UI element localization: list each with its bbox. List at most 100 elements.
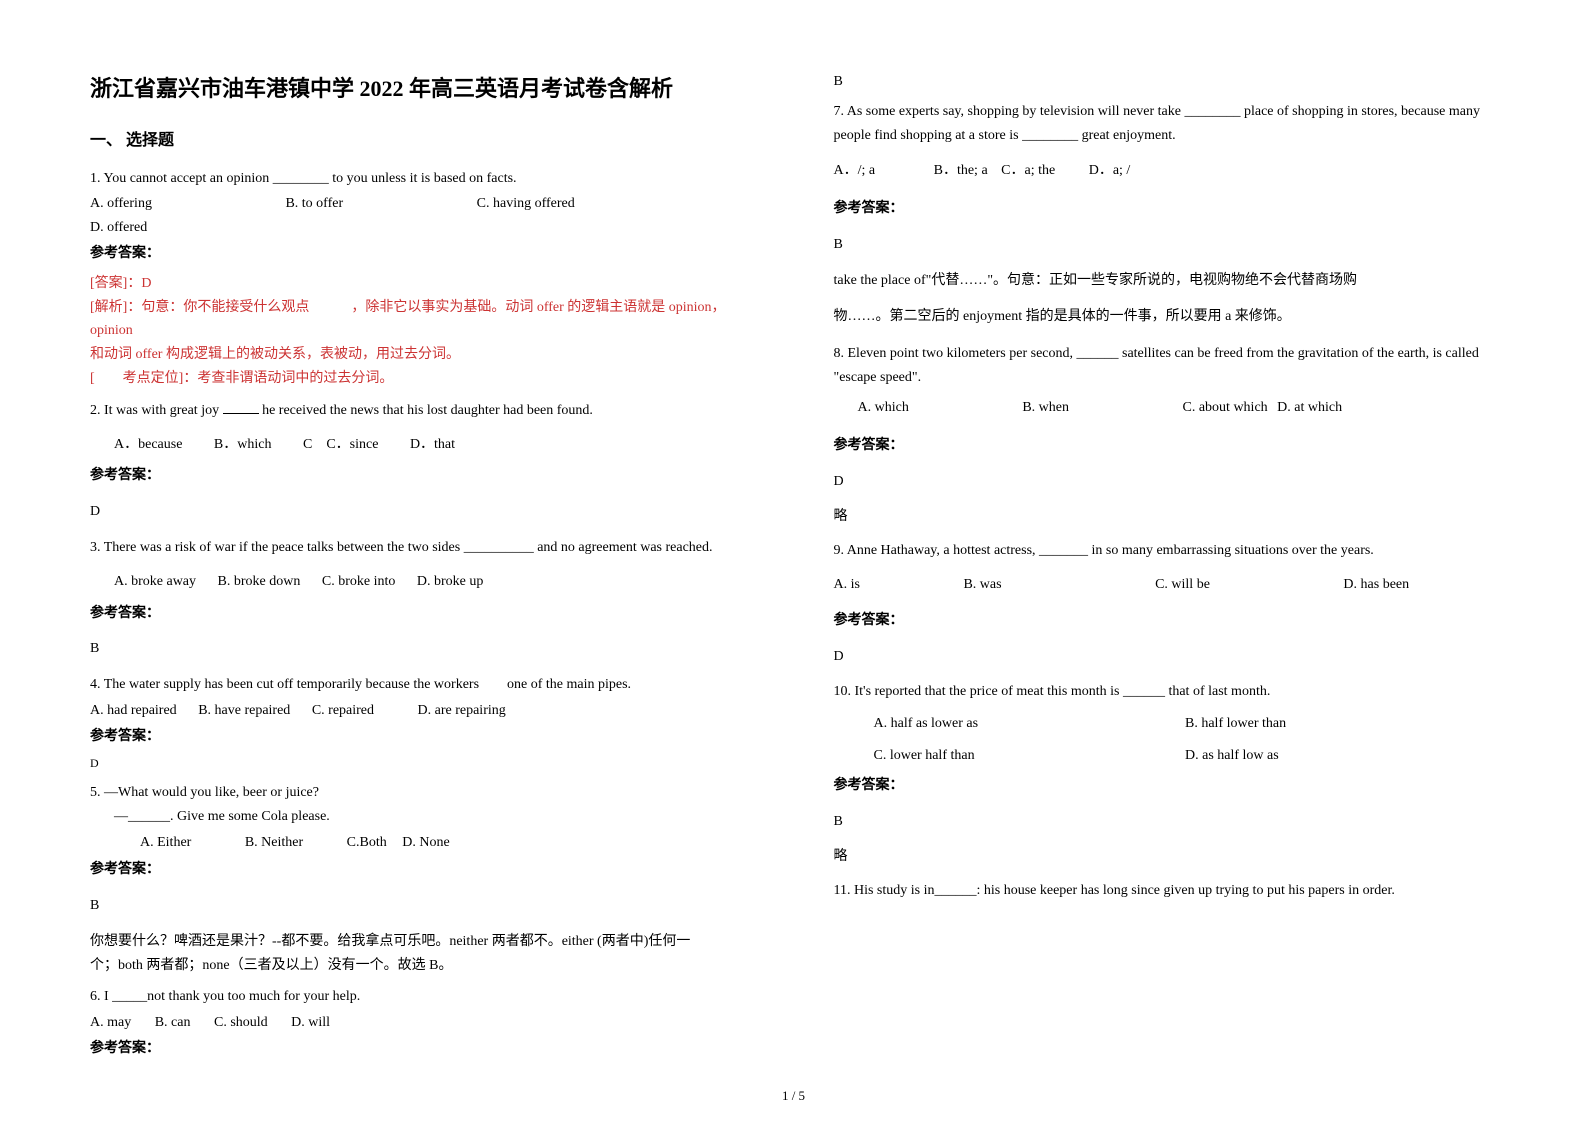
right-column: B 7. As some experts say, shopping by te…: [794, 70, 1498, 1082]
q8-note: 略: [834, 505, 1498, 529]
q6-options: A. may B. can C. should D. will: [90, 1011, 754, 1035]
q10-answer-label: 参考答案：: [834, 774, 1498, 798]
q6-opt-b: B. can: [155, 1011, 191, 1035]
q4-opt-a: A. had repaired: [90, 699, 177, 723]
q10-options-row2: C. lower half than D. as half low as: [834, 744, 1498, 768]
q1-opt-c: C. having offered: [477, 192, 575, 216]
q8-opt-a: A. which: [858, 396, 909, 420]
q4-answer-label: 参考答案：: [90, 725, 754, 749]
q10-text: 10. It's reported that the price of meat…: [834, 680, 1498, 704]
q2-answer-label: 参考答案：: [90, 464, 754, 488]
q8-opt-b: B. when: [1022, 396, 1069, 420]
q4-opt-b: B. have repaired: [198, 699, 290, 723]
q4-options: A. had repaired B. have repaired C. repa…: [90, 699, 754, 723]
q10-options-row1: A. half as lower as B. half lower than: [834, 712, 1498, 736]
question-4: 4. The water supply has been cut off tem…: [90, 673, 754, 773]
q3-opt-a: A. broke away: [114, 570, 196, 594]
q4-text: 4. The water supply has been cut off tem…: [90, 673, 754, 697]
page-root: 浙江省嘉兴市油车港镇中学 2022 年高三英语月考试卷含解析 一、 选择题 1.…: [0, 0, 1587, 1122]
q1-exp-2: 和动词 offer 构成逻辑上的被动关系，表被动，用过去分词。: [90, 343, 754, 367]
q11-text: 11. His study is in______: his house kee…: [834, 879, 1498, 903]
q8-opt-c: C. about which: [1183, 396, 1268, 420]
q5-opt-c: C.Both: [347, 831, 387, 855]
q1-text: 1. You cannot accept an opinion ________…: [90, 167, 754, 191]
q9-options: A. is B. was C. will be D. has been: [834, 573, 1498, 597]
blank: [223, 413, 259, 414]
q2-opt-b: B．which: [214, 433, 272, 457]
q3-answer: B: [90, 637, 754, 661]
q9-answer-label: 参考答案：: [834, 609, 1498, 633]
q7-options: A．/; a B．the; a C．a; the D．a; /: [834, 159, 1498, 183]
q7-text: 7. As some experts say, shopping by tele…: [834, 100, 1498, 148]
q7-opt-d: D．a; /: [1089, 159, 1131, 183]
q2-opt-d: D．that: [410, 433, 455, 457]
q2-opt-c: C C．since: [303, 433, 378, 457]
question-11: 11. His study is in______: his house kee…: [834, 879, 1498, 903]
q4-opt-c: C. repaired: [312, 699, 374, 723]
q3-opt-b: B. broke down: [218, 570, 301, 594]
q2-options: A．because B．which C C．since D．that: [90, 433, 754, 457]
q4-opt-d: D. are repairing: [418, 699, 506, 723]
q5-options: A. Either B. Neither C.Both D. None: [90, 831, 754, 855]
q6-answer-label: 参考答案：: [90, 1037, 754, 1061]
q6-answer: B: [834, 70, 1498, 94]
section-heading: 一、 选择题: [90, 127, 754, 154]
q6-opt-d: D. will: [291, 1011, 330, 1035]
q1-exp-3: [ 考点定位]：考查非谓语动词中的过去分词。: [90, 367, 754, 391]
q3-answer-label: 参考答案：: [90, 602, 754, 626]
question-7: 7. As some experts say, shopping by tele…: [834, 100, 1498, 329]
q7-answer: B: [834, 233, 1498, 257]
q1-opt-a: A. offering: [90, 192, 152, 216]
q6-opt-c: C. should: [214, 1011, 268, 1035]
q10-note: 略: [834, 845, 1498, 869]
q6-text: 6. I _____not thank you too much for you…: [90, 985, 754, 1009]
q5-l1: 5. —What would you like, beer or juice?: [90, 781, 754, 805]
q3-text: 3. There was a risk of war if the peace …: [90, 536, 754, 560]
q2-text-b: he received the news that his lost daugh…: [259, 403, 593, 418]
q5-exp-1: 你想要什么？啤酒还是果汁？--都不要。给我拿点可乐吧。neither 两者都不。…: [90, 930, 754, 954]
q2-answer: D: [90, 500, 754, 524]
question-1: 1. You cannot accept an opinion ________…: [90, 167, 754, 391]
q7-exp-2: 物……。第二空后的 enjoyment 指的是具体的一件事，所以要用 a 来修饰…: [834, 305, 1498, 329]
q8-opt-d: D. at which: [1277, 396, 1342, 420]
q8-answer: D: [834, 470, 1498, 494]
question-9: 9. Anne Hathaway, a hottest actress, ___…: [834, 539, 1498, 668]
q2-text-a: 2. It was with great joy: [90, 403, 223, 418]
q1-exp-1: [解析]：句意：你不能接受什么观点 ，除非它以事实为基础。动词 offer 的逻…: [90, 296, 754, 344]
question-2: 2. It was with great joy he received the…: [90, 399, 754, 524]
question-5: 5. —What would you like, beer or juice? …: [90, 781, 754, 978]
q8-text: 8. Eleven point two kilometers per secon…: [834, 342, 1498, 390]
q7-answer-label: 参考答案：: [834, 197, 1498, 221]
q7-opt-c: C．a; the: [1001, 159, 1055, 183]
q2-text: 2. It was with great joy he received the…: [90, 399, 754, 423]
q7-opt-a: A．/; a: [834, 159, 876, 183]
q9-opt-c: C. will be: [1155, 573, 1210, 597]
q1-opt-b: B. to offer: [285, 192, 343, 216]
q4-answer: D: [90, 753, 754, 773]
q1-opt-d: D. offered: [90, 216, 147, 240]
q9-text: 9. Anne Hathaway, a hottest actress, ___…: [834, 539, 1498, 563]
q10-opt-d: D. as half low as: [1185, 744, 1279, 768]
q3-opt-d: D. broke up: [417, 570, 484, 594]
q10-opt-b: B. half lower than: [1185, 712, 1286, 736]
q6-opt-a: A. may: [90, 1011, 131, 1035]
q5-l2: —______. Give me some Cola please.: [90, 805, 754, 829]
q10-answer: B: [834, 810, 1498, 834]
q1-answer-head: [答案]：D: [90, 272, 754, 296]
question-6: 6. I _____not thank you too much for you…: [90, 985, 754, 1060]
q7-exp-1: take the place of"代替……"。句意：正如一些专家所说的，电视购…: [834, 269, 1498, 293]
page-number: 1 / 5: [0, 1088, 1587, 1104]
q10-opt-c: C. lower half than: [874, 744, 1154, 768]
q1-answer-label: 参考答案：: [90, 242, 754, 266]
q3-options: A. broke away B. broke down C. broke int…: [90, 570, 754, 594]
q9-opt-d: D. has been: [1343, 573, 1409, 597]
q8-options: A. which B. when C. about which D. at wh…: [834, 396, 1498, 420]
q8-answer-label: 参考答案：: [834, 434, 1498, 458]
q9-opt-b: B. was: [963, 573, 1001, 597]
q5-answer: B: [90, 894, 754, 918]
q9-opt-a: A. is: [834, 573, 860, 597]
q5-opt-b: B. Neither: [245, 831, 303, 855]
q5-opt-a: A. Either: [140, 831, 191, 855]
q3-opt-c: C. broke into: [322, 570, 396, 594]
question-8: 8. Eleven point two kilometers per secon…: [834, 342, 1498, 529]
